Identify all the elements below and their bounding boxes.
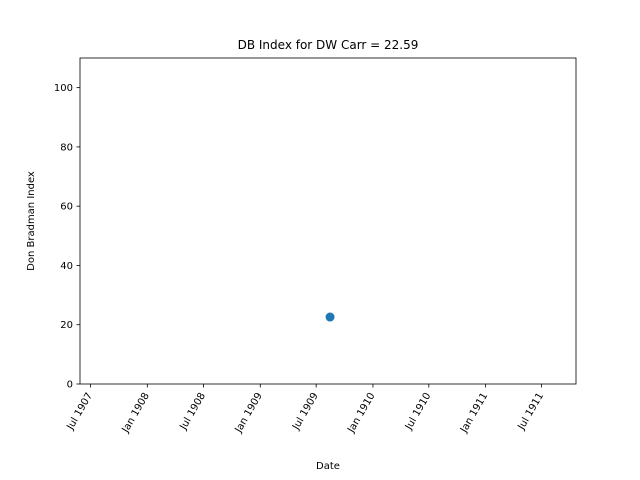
x-tick-label: Jan 1909	[233, 391, 265, 436]
y-tick-label: 40	[60, 261, 73, 272]
plot-area: 0 20 40 60 80 100 Jul 1907 Jan 1908 Jul 1908 Jan …	[54, 57, 577, 436]
y-tick-label: 80	[60, 142, 73, 153]
y-tick-label: 20	[60, 320, 73, 331]
x-tick-label: Jul 1911	[516, 391, 546, 433]
x-tick-label: Jul 1907	[65, 391, 95, 433]
x-tick-label: Jul 1910	[403, 391, 433, 433]
y-tick-label: 100	[54, 83, 73, 94]
x-tick-label: Jan 1908	[120, 391, 152, 436]
y-tick-label: 60	[60, 202, 73, 213]
data-point	[325, 312, 335, 322]
y-axis-title: Don Bradman Index	[26, 171, 37, 271]
chart-title: DB Index for DW Carr = 22.59	[238, 38, 419, 52]
axes-frame	[79, 57, 577, 385]
x-tick-label: Jan 1910	[346, 391, 378, 436]
x-tick-label: Jul 1909	[290, 391, 320, 433]
y-tick-label: 0	[67, 380, 73, 391]
x-tick-label: Jan 1911	[458, 391, 490, 436]
x-tick-label: Jul 1908	[178, 391, 208, 433]
x-axis-title: Date	[316, 461, 340, 472]
